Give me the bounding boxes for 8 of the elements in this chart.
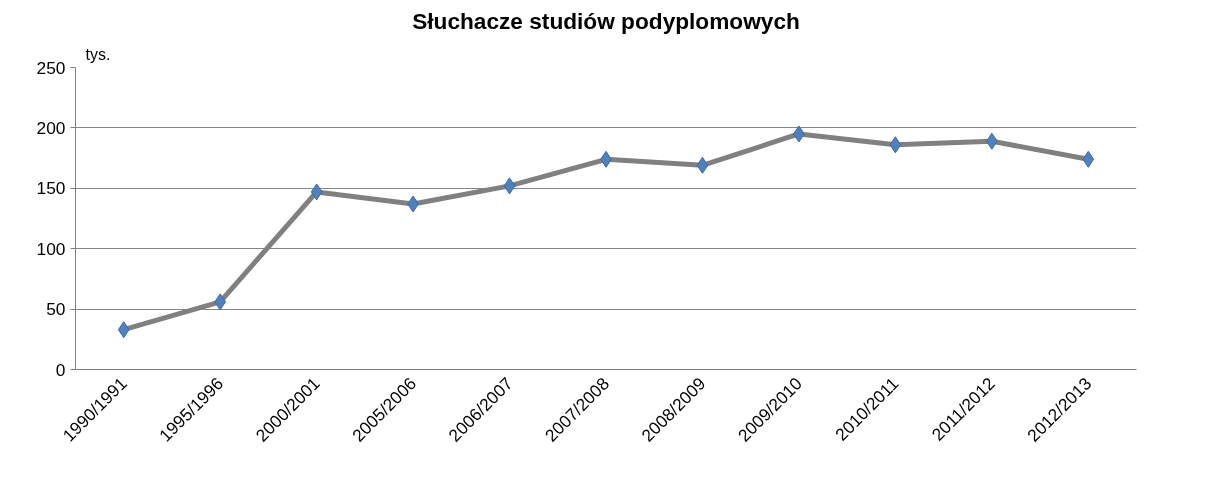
- y-tick-label: 250: [36, 57, 66, 78]
- y-tick-label: 0: [55, 359, 66, 380]
- y-axis-title: tys.: [85, 45, 111, 63]
- y-tick-label: 100: [36, 238, 66, 259]
- y-tick-label: 50: [46, 299, 66, 320]
- y-tick-label: 200: [36, 117, 66, 138]
- y-tick-label: 150: [36, 178, 66, 199]
- chart-title: Słuchacze studiów podyplomowych: [412, 7, 800, 34]
